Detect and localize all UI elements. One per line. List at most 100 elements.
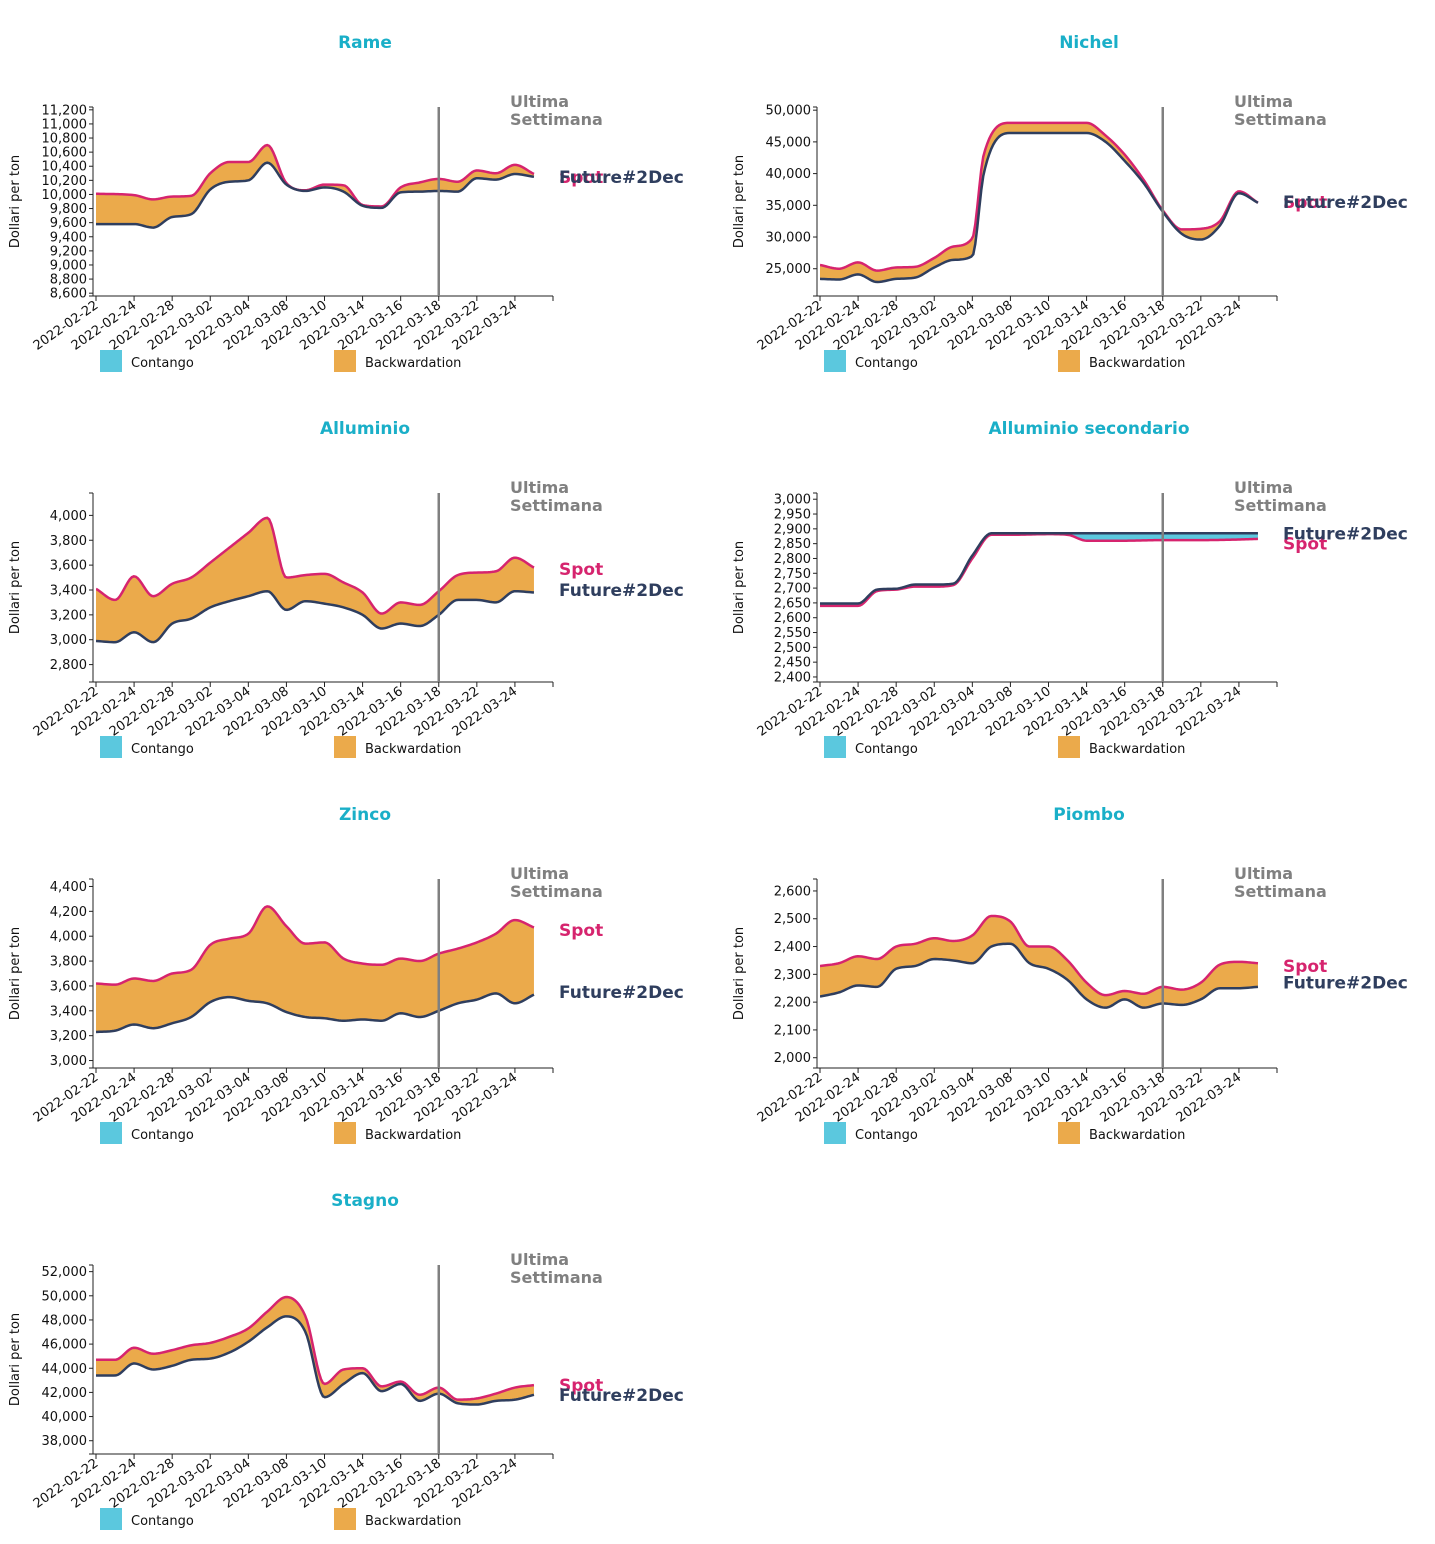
future-label: Future#2Dec	[559, 168, 684, 188]
future-line	[820, 532, 1258, 605]
backwardation-area	[96, 517, 534, 643]
y-tick-label: 2,600	[774, 611, 811, 626]
y-tick-label: 2,800	[774, 552, 811, 567]
chart-svg: Zinco 3,000 3,200 3,400 3,600 3,800 4,000 4,200…	[8, 805, 684, 1144]
last-week-label: Settimana	[510, 1268, 603, 1287]
contango-legend-label: Contango	[131, 1128, 194, 1143]
y-tick-label: 38,000	[42, 1434, 88, 1449]
chart-svg: Nichel 25,000 30,000 35,000 40,000 45,000 50,0…	[732, 33, 1408, 372]
contango-legend-label: Contango	[855, 356, 918, 371]
chart-panel: Stagno 38,000 40,000 42,000 44,000 46,000 48,0…	[0, 1158, 716, 1544]
y-tick-label: 52,000	[42, 1265, 88, 1280]
spot-line	[96, 905, 535, 986]
backwardation-area	[96, 145, 534, 228]
future-label: Future#2Dec	[1283, 974, 1408, 994]
backwardation-swatch	[334, 1508, 356, 1530]
spot-line	[96, 143, 535, 208]
y-tick-label: 2,500	[774, 641, 811, 656]
backwardation-area	[96, 1297, 534, 1405]
y-tick-label: 4,000	[50, 930, 87, 945]
y-tick-label: 11,000	[42, 117, 88, 132]
chart-svg: Stagno 38,000 40,000 42,000 44,000 46,000 48,0…	[8, 1191, 684, 1530]
contango-legend-label: Contango	[131, 356, 194, 371]
y-tick-label: 10,600	[42, 146, 88, 161]
contango-swatch	[100, 1508, 122, 1530]
future-label: Future#2Dec	[559, 581, 684, 601]
last-week-label: Ultima	[1234, 478, 1293, 497]
contango-area	[96, 1297, 534, 1400]
y-tick-label: 9,600	[50, 216, 87, 231]
y-tick-label: 4,400	[50, 880, 87, 895]
y-tick-label: 35,000	[766, 199, 812, 214]
y-tick-label: 40,000	[766, 167, 812, 182]
last-week-label: Settimana	[1234, 496, 1327, 515]
y-tick-label: 2,850	[774, 537, 811, 552]
chart-title: Rame	[338, 33, 392, 53]
future-label: Future#2Dec	[559, 983, 684, 1003]
backwardation-swatch	[1058, 350, 1080, 372]
future-label: Future#2Dec	[1283, 524, 1408, 544]
y-axis-label: Dollari per ton	[8, 155, 23, 248]
y-tick-label: 3,400	[50, 1004, 87, 1019]
y-tick-label: 4,200	[50, 905, 87, 920]
y-tick-label: 3,200	[50, 608, 87, 623]
spot-line	[820, 121, 1259, 272]
contango-legend-label: Contango	[131, 742, 194, 757]
chart-panel: Zinco 3,000 3,200 3,400 3,600 3,800 4,000 4,200…	[0, 772, 716, 1158]
backwardation-legend-label: Backwardation	[365, 356, 461, 371]
y-tick-label: 48,000	[42, 1313, 88, 1328]
spot-line	[96, 516, 535, 615]
spot-line	[820, 914, 1259, 997]
contango-swatch	[100, 1122, 122, 1144]
spot-label: Spot	[559, 560, 603, 580]
contango-legend-label: Contango	[131, 1514, 194, 1529]
future-line	[96, 1315, 535, 1406]
y-tick-label: 9,000	[50, 258, 87, 273]
y-tick-label: 2,800	[50, 658, 87, 673]
backwardation-swatch	[334, 350, 356, 372]
y-tick-label: 3,600	[50, 979, 87, 994]
chart-svg: Rame8,6008,8009,0009,2009,4009,6009,8001…	[8, 33, 684, 372]
last-week-label: Settimana	[510, 882, 603, 901]
last-week-label: Settimana	[1234, 110, 1327, 129]
future-line	[820, 942, 1259, 1009]
last-week-label: Ultima	[1234, 92, 1293, 111]
last-week-label: Ultima	[510, 478, 569, 497]
future-line	[820, 131, 1259, 284]
backwardation-legend-label: Backwardation	[1089, 1128, 1185, 1143]
y-tick-label: 30,000	[766, 231, 812, 246]
y-tick-label: 50,000	[766, 104, 812, 119]
y-axis-label: Dollari per ton	[732, 927, 747, 1020]
y-tick-label: 50,000	[42, 1289, 88, 1304]
backwardation-swatch	[1058, 736, 1080, 758]
backwardation-swatch	[334, 736, 356, 758]
chart-title: Zinco	[339, 805, 391, 825]
contango-swatch	[824, 350, 846, 372]
y-tick-label: 8,800	[50, 273, 87, 288]
backwardation-area	[820, 533, 1258, 604]
chart-panel: Nichel 25,000 30,000 35,000 40,000 45,000 50,0…	[724, 0, 1435, 386]
spot-line	[820, 532, 1258, 608]
y-axis-label: Dollari per ton	[8, 927, 23, 1020]
y-tick-label: 2,600	[774, 884, 811, 899]
last-week-label: Settimana	[1234, 882, 1327, 901]
backwardation-swatch	[334, 1122, 356, 1144]
last-week-label: Settimana	[510, 110, 603, 129]
spot-label: Spot	[559, 1376, 603, 1396]
spot-label: Spot	[1283, 957, 1327, 977]
y-tick-label: 3,000	[50, 633, 87, 648]
future-line	[96, 589, 535, 644]
y-tick-label: 2,450	[774, 656, 811, 671]
chart-title: Alluminio secondario	[988, 419, 1189, 439]
chart-title: Stagno	[331, 1191, 399, 1211]
y-tick-label: 11,200	[42, 103, 88, 118]
backwardation-legend-label: Backwardation	[365, 742, 461, 757]
y-tick-label: 8,600	[50, 287, 87, 302]
contango-legend-label: Contango	[855, 742, 918, 757]
y-tick-label: 3,600	[50, 559, 87, 574]
contango-area	[820, 533, 1258, 606]
y-tick-label: 10,000	[42, 188, 88, 203]
y-tick-label: 2,950	[774, 508, 811, 523]
y-axis-label: Dollari per ton	[732, 541, 747, 634]
future-label: Future#2Dec	[559, 1386, 684, 1406]
